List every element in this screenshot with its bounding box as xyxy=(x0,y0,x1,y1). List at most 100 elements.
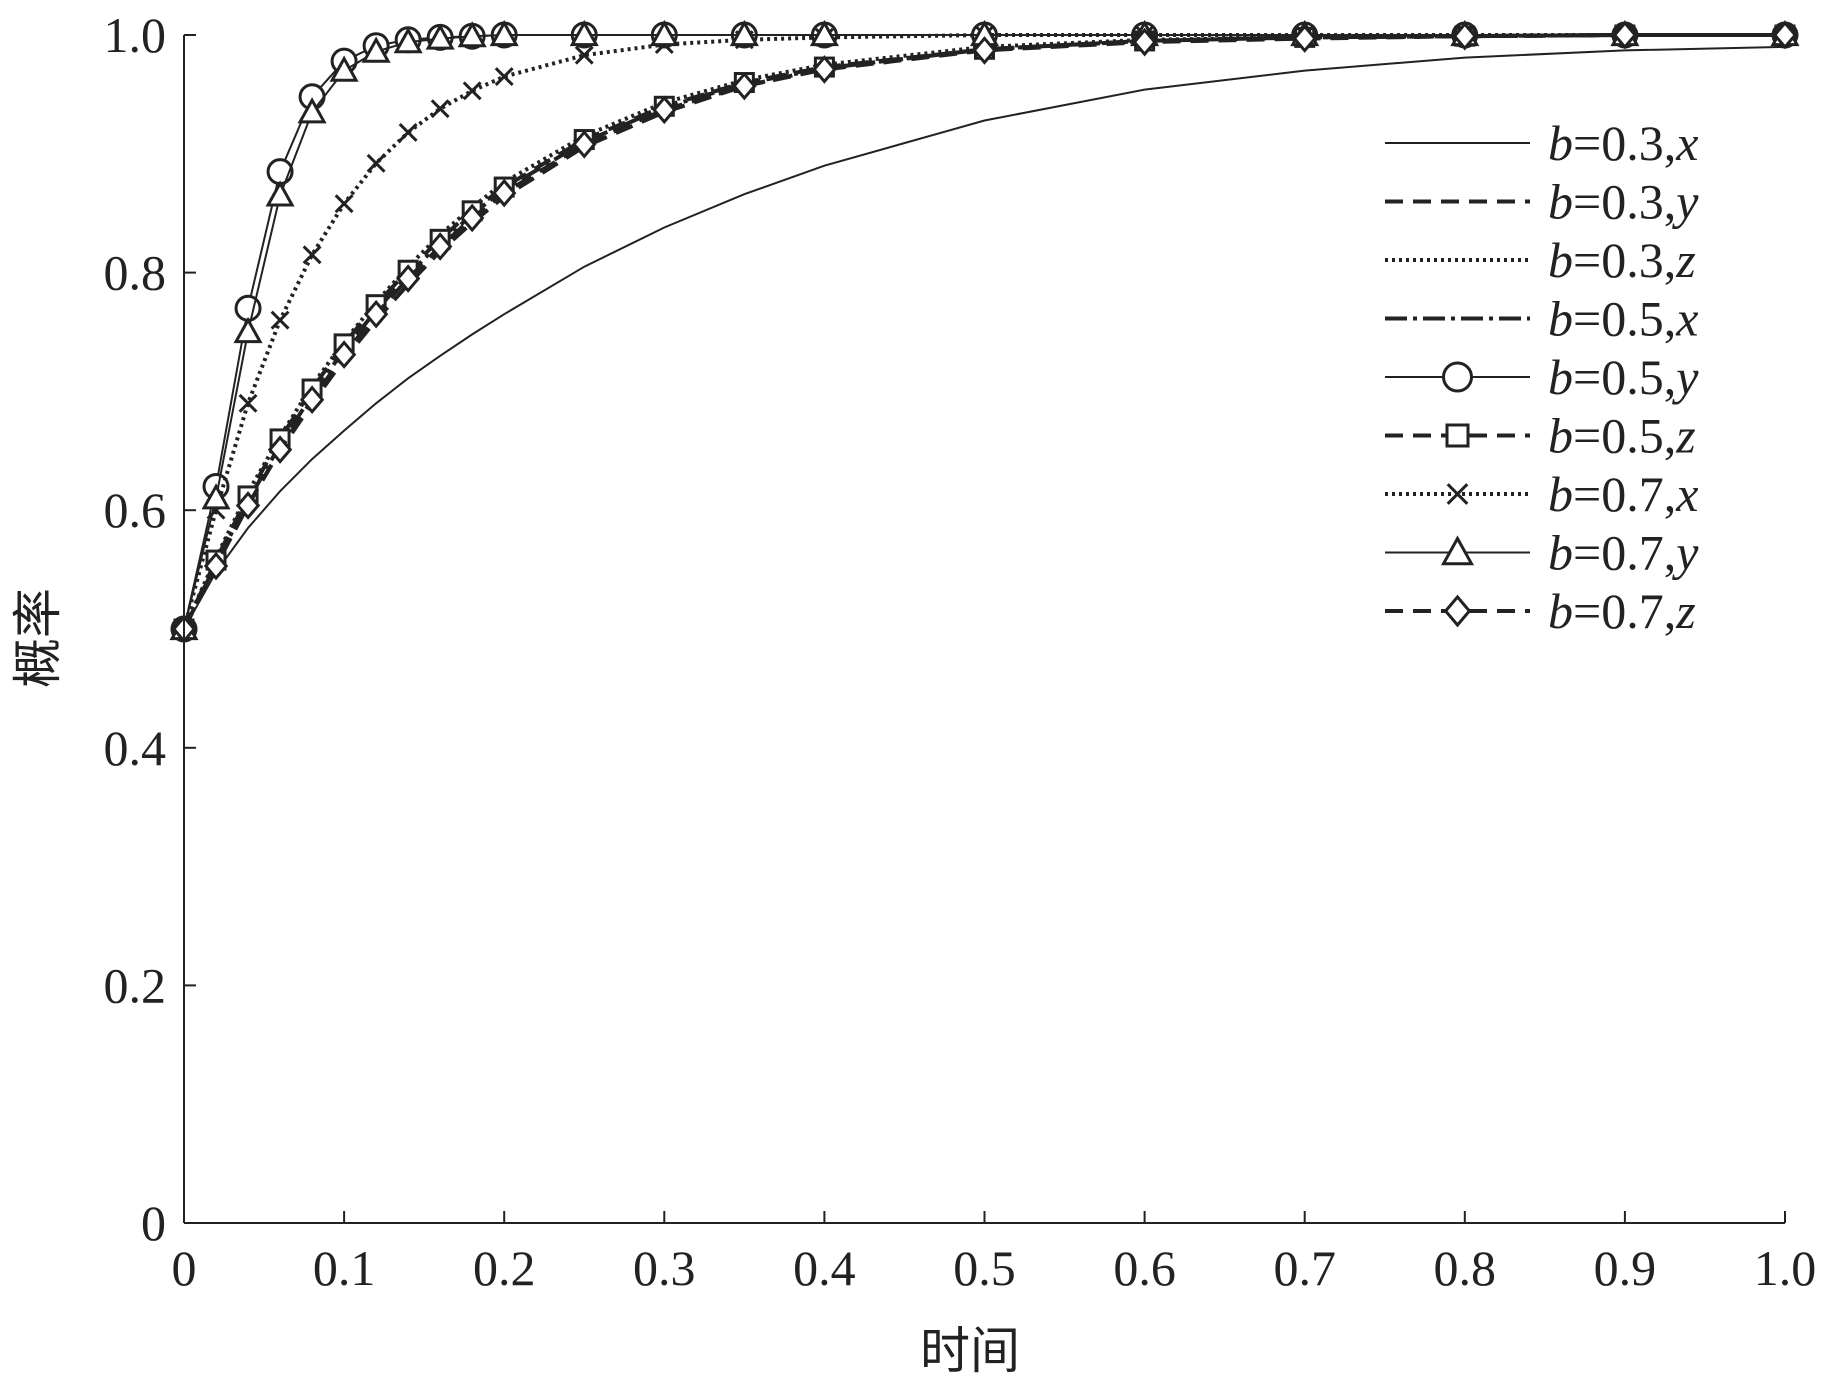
y-tick-label: 1.0 xyxy=(104,7,167,63)
x-marker xyxy=(238,393,258,413)
series-line xyxy=(182,33,1785,630)
triangle-marker xyxy=(809,19,839,47)
diamond-marker xyxy=(1452,21,1477,51)
x-marker xyxy=(462,81,482,101)
legend-value: =0.5, xyxy=(1573,408,1676,464)
circle-marker xyxy=(1442,361,1473,393)
legend-var: x xyxy=(1675,115,1698,171)
legend-var: z xyxy=(1675,583,1695,639)
legend-var: z xyxy=(1675,408,1695,464)
legend-label: b=0.5,y xyxy=(1548,349,1699,405)
diamond-marker xyxy=(203,551,229,581)
legend-value: =0.5, xyxy=(1573,349,1676,405)
diamond-marker xyxy=(363,299,389,329)
x-tick-label: 0 xyxy=(172,1240,197,1296)
x-marker xyxy=(494,67,514,87)
legend-item: b=0.5,y xyxy=(1385,349,1699,405)
x-tick-label: 0.2 xyxy=(473,1240,536,1296)
legend-label: b=0.3,x xyxy=(1548,115,1698,171)
y-tick-label: 0.2 xyxy=(104,957,167,1013)
triangle-marker xyxy=(233,316,263,344)
diamond-marker xyxy=(492,178,517,208)
triangle-marker xyxy=(457,21,487,48)
legend-var-b: b xyxy=(1548,115,1573,171)
x-tick-label: 0.1 xyxy=(313,1240,376,1296)
legend-value: =0.7, xyxy=(1573,525,1676,581)
x-tick-label: 0.4 xyxy=(793,1240,856,1296)
legend-var: y xyxy=(1671,349,1699,405)
legend-value: =0.7, xyxy=(1573,583,1676,639)
series-line xyxy=(183,45,1786,630)
legend-value: =0.3, xyxy=(1573,232,1676,288)
x-marker xyxy=(398,122,418,142)
diamond-marker xyxy=(299,385,325,415)
diamond-marker xyxy=(331,340,357,369)
diamond-marker xyxy=(460,203,485,233)
legend-var-b: b xyxy=(1548,466,1573,522)
legend-label: b=0.3,z xyxy=(1548,232,1696,288)
legend-var-b: b xyxy=(1548,232,1573,288)
legend-label: b=0.7,z xyxy=(1548,583,1696,639)
triangle-marker xyxy=(649,19,679,47)
legend-item: b=0.3,x xyxy=(1385,115,1698,171)
legend-var: y xyxy=(1671,525,1699,581)
series-line xyxy=(182,33,1785,630)
series-line xyxy=(182,33,1785,630)
series-line xyxy=(182,33,1785,630)
legend-label: b=0.5,z xyxy=(1548,408,1696,464)
legend-item: b=0.7,y xyxy=(1385,525,1699,581)
square-marker xyxy=(1445,423,1470,448)
triangle-marker xyxy=(729,19,759,47)
legend-var-b: b xyxy=(1548,583,1573,639)
x-tick-label: 0.8 xyxy=(1434,1240,1497,1296)
series-2 xyxy=(182,33,1785,630)
x-tick-label: 0.9 xyxy=(1594,1240,1657,1296)
triangle-marker xyxy=(297,97,327,124)
triangle-marker xyxy=(569,19,599,47)
diamond-marker xyxy=(972,36,997,65)
legend-item: b=0.5,z xyxy=(1385,408,1696,464)
y-axis-title: 概率 xyxy=(10,588,66,688)
x-axis-title: 时间 xyxy=(920,1323,1020,1379)
legend-item: b=0.7,x xyxy=(1385,466,1698,522)
diamond-marker xyxy=(235,491,261,520)
legend-var-b: b xyxy=(1548,174,1573,230)
x-marker xyxy=(574,45,594,65)
x-marker xyxy=(366,153,386,173)
series-8 xyxy=(171,20,1798,644)
legend-item: b=0.3,y xyxy=(1385,174,1699,230)
x-marker xyxy=(1446,483,1469,505)
x-marker xyxy=(430,99,450,119)
triangle-marker xyxy=(489,19,519,47)
diamond-marker xyxy=(652,95,677,125)
legend-label: b=0.5,x xyxy=(1548,291,1698,347)
legend-var-b: b xyxy=(1548,291,1573,347)
legend-var: x xyxy=(1675,466,1698,522)
legend-var: y xyxy=(1671,174,1699,230)
diamond-marker xyxy=(1132,27,1157,57)
series-line xyxy=(183,34,1785,630)
x-tick-label: 0.7 xyxy=(1273,1240,1336,1296)
series-3 xyxy=(182,33,1785,630)
y-tick-label: 0.4 xyxy=(104,720,167,776)
triangle-marker xyxy=(425,23,455,50)
diamond-marker xyxy=(812,55,837,84)
series-1 xyxy=(182,33,1785,630)
diamond-marker xyxy=(395,264,421,293)
triangle-marker xyxy=(329,55,359,82)
series-line xyxy=(183,34,1785,630)
x-tick-label: 1.0 xyxy=(1754,1240,1817,1296)
series-line xyxy=(182,33,1785,630)
legend-label: b=0.7,x xyxy=(1548,466,1698,522)
series-line xyxy=(182,33,1785,630)
diamond-marker xyxy=(732,71,757,101)
legend-var-b: b xyxy=(1548,525,1573,581)
legend-item: b=0.5,x xyxy=(1385,291,1698,347)
diamond-marker xyxy=(572,129,597,159)
legend-label: b=0.3,y xyxy=(1548,174,1699,230)
y-tick-label: 0.8 xyxy=(104,245,167,301)
legend-value: =0.5, xyxy=(1573,291,1676,347)
x-tick-label: 0.6 xyxy=(1113,1240,1176,1296)
triangle-marker xyxy=(265,180,295,207)
